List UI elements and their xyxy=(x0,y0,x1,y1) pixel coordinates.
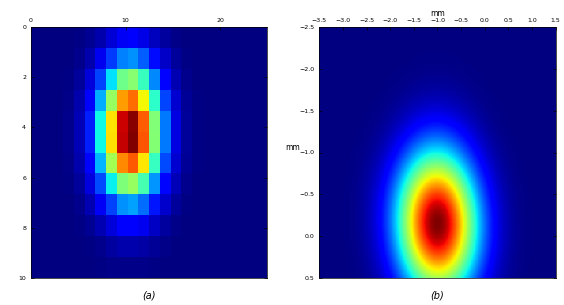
Y-axis label: mm: mm xyxy=(285,143,299,152)
Text: (b): (b) xyxy=(430,290,444,300)
Text: (a): (a) xyxy=(142,290,156,300)
X-axis label: mm: mm xyxy=(430,9,445,17)
